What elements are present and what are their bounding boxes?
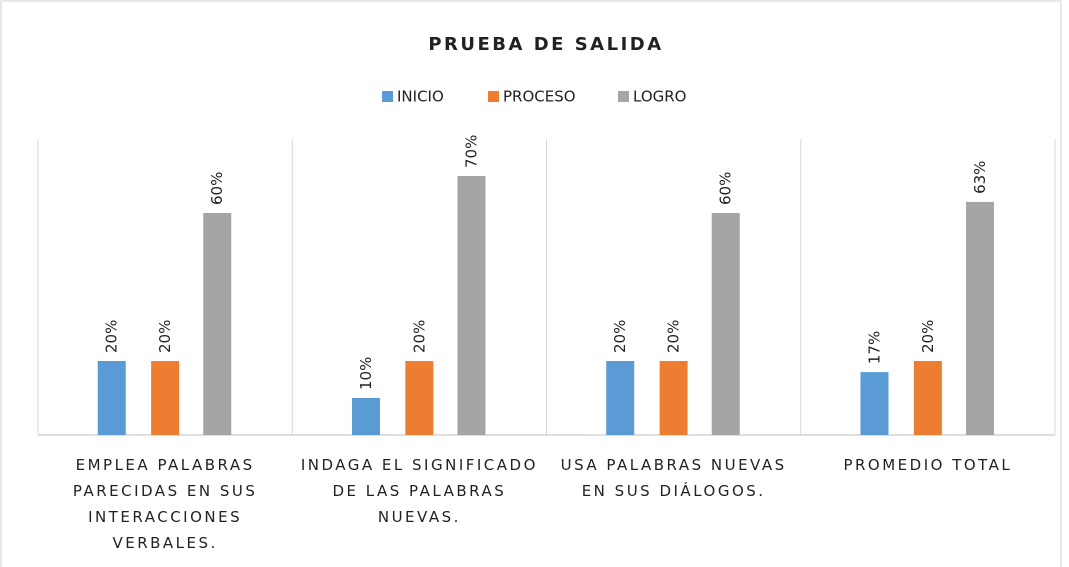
- bar: [351, 398, 380, 435]
- data-label: 60%: [717, 172, 735, 205]
- bar: [606, 361, 635, 435]
- legend-label: LOGRO: [633, 88, 686, 106]
- x-tick-label: INDAGA EL SIGNIFICADO DE LAS PALABRAS NU…: [300, 456, 538, 526]
- bar: [913, 361, 942, 435]
- chart-title: PRUEBA DE SALIDA: [428, 34, 663, 55]
- data-label: 20%: [156, 320, 174, 353]
- legend-swatch: [488, 91, 499, 102]
- legend-swatch: [382, 91, 393, 102]
- data-label: 20%: [611, 320, 629, 353]
- data-label: 17%: [865, 331, 883, 364]
- data-label: 20%: [919, 320, 937, 353]
- bar: [860, 372, 889, 435]
- bar: [97, 361, 126, 435]
- bar: [965, 201, 994, 435]
- x-tick-label: PROMEDIO TOTAL: [843, 456, 1013, 474]
- bar: [203, 213, 232, 435]
- legend-label: PROCESO: [503, 88, 576, 106]
- legend-swatch: [618, 91, 629, 102]
- bar: [711, 213, 740, 435]
- data-label: 20%: [410, 320, 428, 353]
- legend-label: INICIO: [397, 88, 444, 106]
- data-label: 20%: [103, 320, 121, 353]
- data-label: 63%: [971, 161, 989, 194]
- x-tick-label: EMPLEA PALABRAS PARECIDAS EN SUS INTERAC…: [72, 456, 258, 552]
- bar: [151, 361, 180, 435]
- x-tick-label: USA PALABRAS NUEVAS EN SUS DIÁLOGOS.: [560, 456, 787, 500]
- bar: [457, 176, 486, 435]
- bar: [659, 361, 688, 435]
- data-label: 60%: [208, 172, 226, 205]
- bar: [405, 361, 434, 435]
- data-label: 10%: [357, 357, 375, 390]
- data-label: 70%: [462, 135, 480, 168]
- data-label: 20%: [665, 320, 683, 353]
